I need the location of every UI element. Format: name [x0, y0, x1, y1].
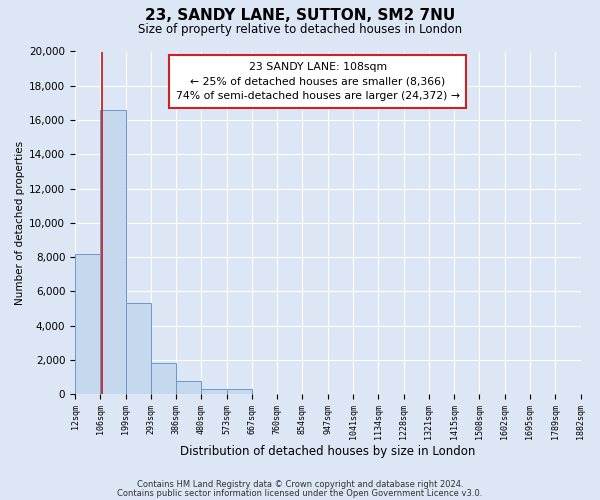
Bar [125, 304, 151, 394]
Bar [75, 254, 100, 394]
Text: Contains public sector information licensed under the Open Government Licence v3: Contains public sector information licen… [118, 488, 482, 498]
Text: 23 SANDY LANE: 108sqm
← 25% of detached houses are smaller (8,366)
74% of semi-d: 23 SANDY LANE: 108sqm ← 25% of detached … [176, 62, 460, 102]
Bar [151, 364, 176, 394]
X-axis label: Distribution of detached houses by size in London: Distribution of detached houses by size … [180, 444, 475, 458]
Text: Contains HM Land Registry data © Crown copyright and database right 2024.: Contains HM Land Registry data © Crown c… [137, 480, 463, 489]
Bar [227, 389, 252, 394]
Bar [202, 389, 227, 394]
Bar [176, 380, 202, 394]
Y-axis label: Number of detached properties: Number of detached properties [15, 141, 25, 305]
Bar [100, 110, 125, 394]
Text: Size of property relative to detached houses in London: Size of property relative to detached ho… [138, 22, 462, 36]
Text: 23, SANDY LANE, SUTTON, SM2 7NU: 23, SANDY LANE, SUTTON, SM2 7NU [145, 8, 455, 22]
